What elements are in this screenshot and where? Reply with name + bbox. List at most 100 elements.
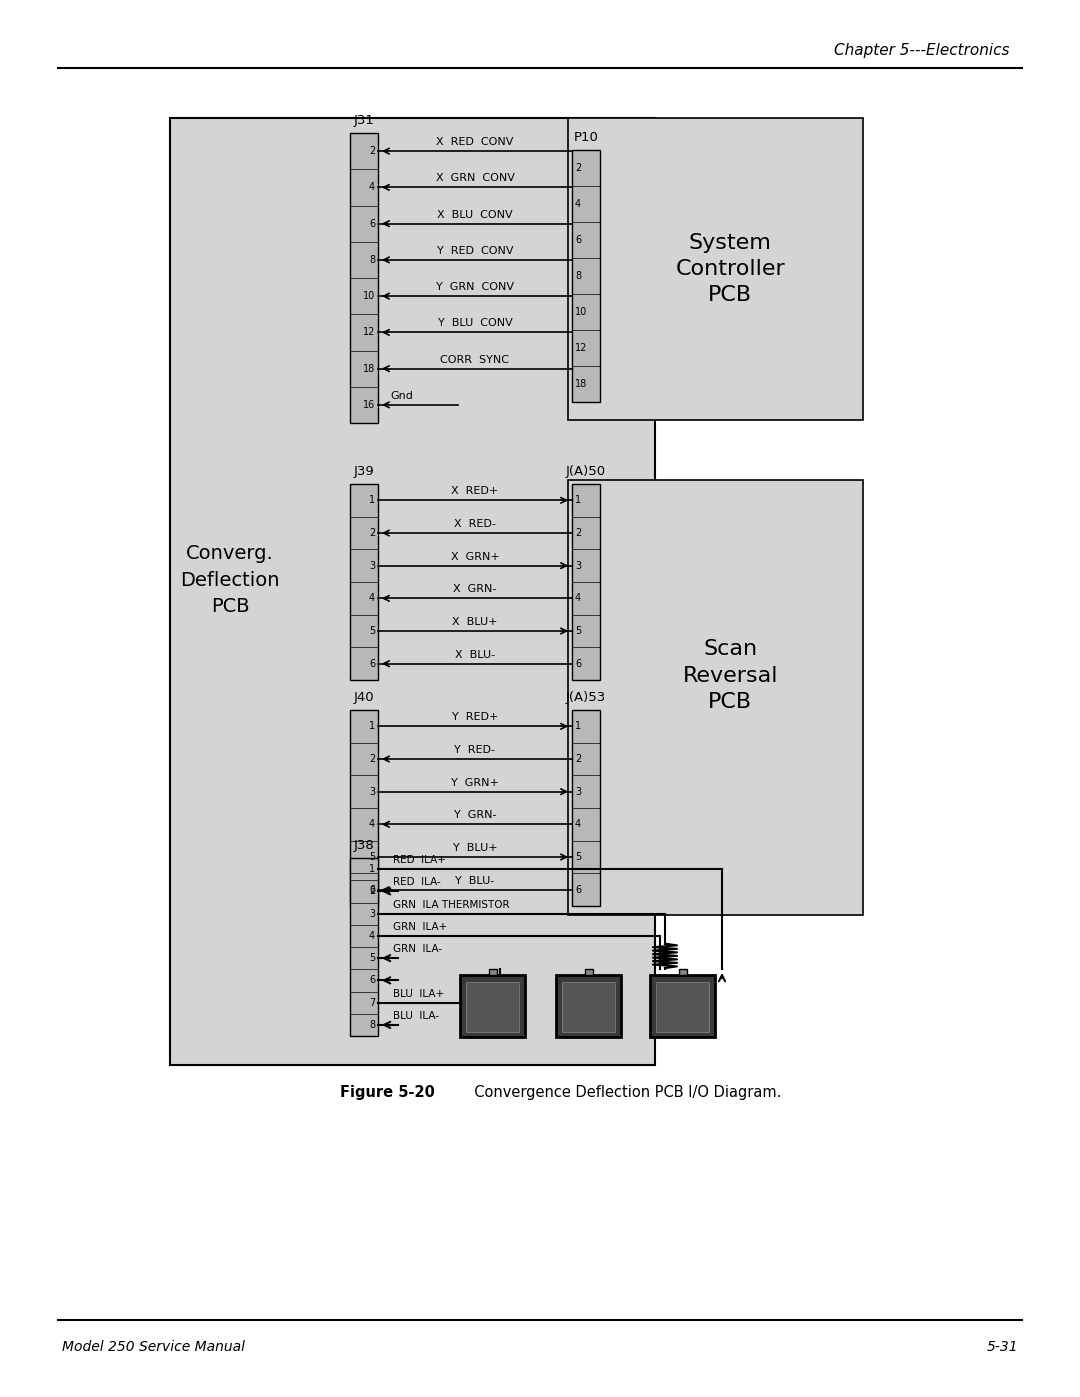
Text: 1: 1 bbox=[369, 496, 375, 506]
Text: J40: J40 bbox=[353, 692, 375, 704]
Text: GRN  ILA+: GRN ILA+ bbox=[393, 922, 447, 932]
Text: CORR  SYNC: CORR SYNC bbox=[441, 355, 510, 365]
Text: 3: 3 bbox=[369, 908, 375, 919]
Text: 18: 18 bbox=[363, 363, 375, 373]
Text: 10: 10 bbox=[575, 307, 588, 317]
Text: 6: 6 bbox=[575, 235, 581, 244]
Text: GRN  ILA THERMISTOR: GRN ILA THERMISTOR bbox=[393, 900, 510, 909]
Text: 5: 5 bbox=[368, 953, 375, 963]
Text: 5: 5 bbox=[368, 852, 375, 862]
Text: 8: 8 bbox=[575, 271, 581, 281]
Text: 3: 3 bbox=[369, 787, 375, 796]
Text: BLU  ILA+: BLU ILA+ bbox=[393, 989, 444, 999]
Bar bbox=[465, 982, 519, 1032]
Text: 1: 1 bbox=[575, 721, 581, 732]
Bar bbox=[488, 970, 497, 975]
Text: System
Controller
PCB: System Controller PCB bbox=[675, 232, 785, 306]
Text: 6: 6 bbox=[369, 975, 375, 985]
Text: Y  GRN  CONV: Y GRN CONV bbox=[436, 282, 514, 292]
Text: J31: J31 bbox=[353, 115, 375, 127]
Text: P10: P10 bbox=[573, 131, 598, 144]
Bar bbox=[350, 710, 378, 907]
Text: 7: 7 bbox=[368, 997, 375, 1007]
Text: Gnd: Gnd bbox=[390, 391, 413, 401]
Text: 6: 6 bbox=[369, 884, 375, 894]
Text: GRN  ILA-: GRN ILA- bbox=[393, 944, 442, 954]
Text: X  BLU+: X BLU+ bbox=[453, 617, 498, 627]
Text: Y  GRN+: Y GRN+ bbox=[451, 778, 499, 788]
Text: 5: 5 bbox=[575, 626, 581, 636]
Text: Model 250 Service Manual: Model 250 Service Manual bbox=[62, 1340, 245, 1354]
Text: J(A)50: J(A)50 bbox=[566, 465, 606, 478]
Text: X  RED  CONV: X RED CONV bbox=[436, 137, 514, 147]
Text: 4: 4 bbox=[369, 183, 375, 193]
Text: 8: 8 bbox=[369, 254, 375, 265]
Text: 2: 2 bbox=[575, 528, 581, 538]
Text: RED  ILA+: RED ILA+ bbox=[393, 855, 446, 865]
Text: 2: 2 bbox=[575, 163, 581, 173]
Text: 1: 1 bbox=[575, 496, 581, 506]
Text: 16: 16 bbox=[363, 400, 375, 409]
Text: 4: 4 bbox=[575, 198, 581, 210]
Text: 3: 3 bbox=[575, 560, 581, 570]
Bar bbox=[350, 858, 378, 1037]
Text: Y  BLU+: Y BLU+ bbox=[453, 842, 497, 854]
Bar bbox=[562, 982, 615, 1032]
Text: RED  ILA-: RED ILA- bbox=[393, 877, 441, 887]
Text: J39: J39 bbox=[353, 465, 375, 478]
Text: 3: 3 bbox=[575, 787, 581, 796]
Text: 2: 2 bbox=[368, 528, 375, 538]
Text: 2: 2 bbox=[368, 886, 375, 897]
Bar bbox=[170, 117, 654, 1065]
Bar bbox=[568, 481, 863, 915]
Text: 6: 6 bbox=[575, 658, 581, 669]
Text: Chapter 5---Electronics: Chapter 5---Electronics bbox=[835, 43, 1010, 59]
Text: 1: 1 bbox=[369, 721, 375, 732]
Text: Y  RED  CONV: Y RED CONV bbox=[436, 246, 513, 256]
Text: 1: 1 bbox=[369, 865, 375, 875]
Text: X  GRN+: X GRN+ bbox=[450, 552, 499, 562]
Text: 5: 5 bbox=[368, 626, 375, 636]
Text: Y  BLU  CONV: Y BLU CONV bbox=[437, 319, 512, 328]
Bar bbox=[568, 117, 863, 420]
Text: X  GRN-: X GRN- bbox=[454, 584, 497, 594]
Text: 3: 3 bbox=[369, 560, 375, 570]
Text: 10: 10 bbox=[363, 291, 375, 302]
Text: X  RED-: X RED- bbox=[454, 520, 496, 529]
Text: Y  BLU-: Y BLU- bbox=[456, 876, 495, 886]
Text: 2: 2 bbox=[368, 754, 375, 764]
Text: 4: 4 bbox=[575, 819, 581, 830]
Text: 5-31: 5-31 bbox=[986, 1340, 1018, 1354]
Bar bbox=[572, 149, 600, 402]
Text: 12: 12 bbox=[575, 344, 588, 353]
Text: X  RED+: X RED+ bbox=[451, 486, 499, 496]
Text: 18: 18 bbox=[575, 379, 588, 388]
Text: X  GRN  CONV: X GRN CONV bbox=[435, 173, 514, 183]
Text: 6: 6 bbox=[369, 658, 375, 669]
Text: Y  GRN-: Y GRN- bbox=[454, 810, 496, 820]
Bar bbox=[460, 975, 525, 1037]
Text: BLU  ILA-: BLU ILA- bbox=[393, 1011, 438, 1021]
Text: J(A)53: J(A)53 bbox=[566, 692, 606, 704]
Text: Figure 5-20: Figure 5-20 bbox=[340, 1085, 435, 1099]
Text: Y  RED-: Y RED- bbox=[455, 745, 496, 754]
Text: Convergence Deflection PCB I/O Diagram.: Convergence Deflection PCB I/O Diagram. bbox=[465, 1085, 781, 1099]
Text: X  BLU-: X BLU- bbox=[455, 650, 495, 659]
Text: Scan
Reversal
PCB: Scan Reversal PCB bbox=[683, 640, 778, 712]
Text: Converg.
Deflection
PCB: Converg. Deflection PCB bbox=[180, 543, 280, 616]
Bar bbox=[584, 970, 593, 975]
Text: 4: 4 bbox=[575, 594, 581, 604]
Text: 4: 4 bbox=[369, 594, 375, 604]
Bar bbox=[350, 133, 378, 423]
Text: J38: J38 bbox=[353, 840, 375, 852]
Text: Y  RED+: Y RED+ bbox=[451, 712, 498, 722]
Text: 5: 5 bbox=[575, 852, 581, 862]
Bar bbox=[350, 483, 378, 680]
Bar bbox=[656, 982, 708, 1032]
Text: 2: 2 bbox=[575, 754, 581, 764]
Bar bbox=[556, 975, 621, 1037]
Bar bbox=[572, 483, 600, 680]
Bar bbox=[572, 710, 600, 907]
Text: 6: 6 bbox=[369, 218, 375, 229]
Text: 2: 2 bbox=[368, 147, 375, 156]
